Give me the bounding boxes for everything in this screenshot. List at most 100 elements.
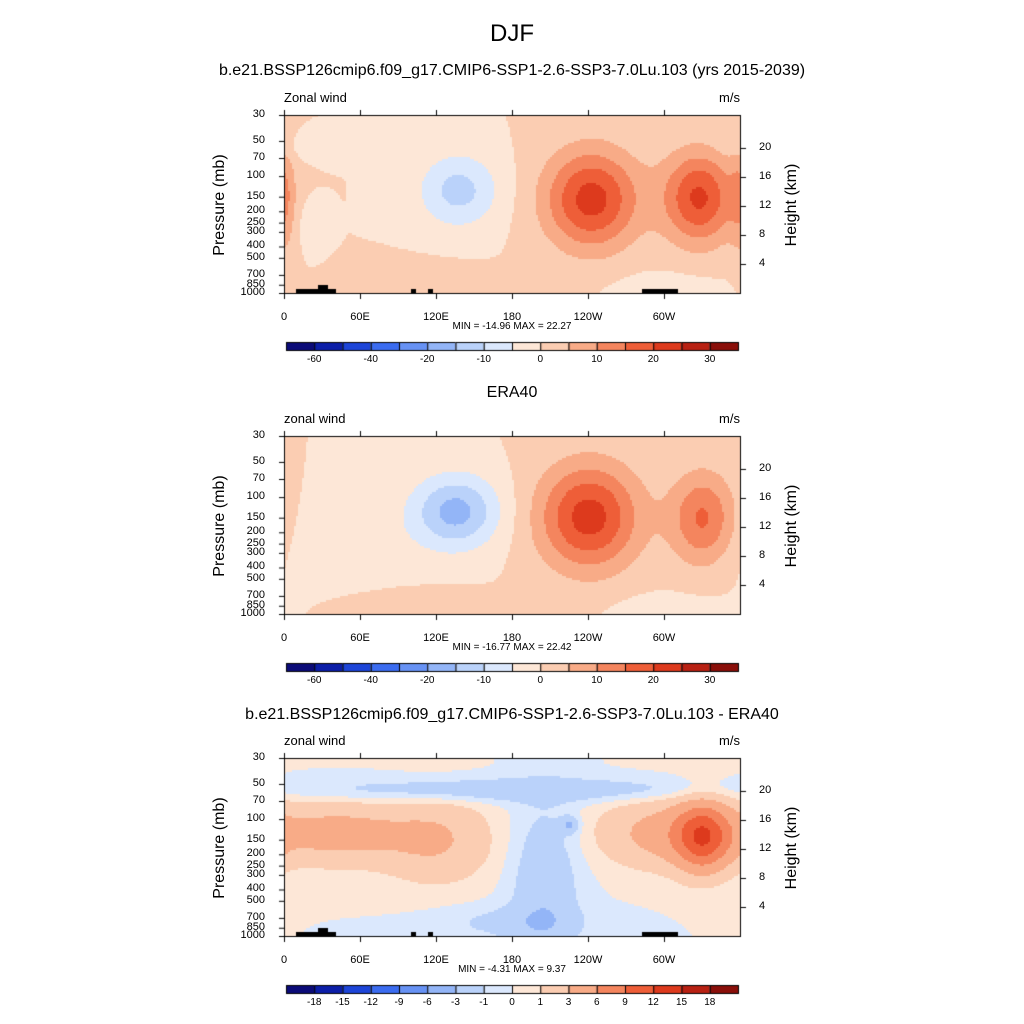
- y-tick-label: 500: [246, 250, 265, 263]
- x-tick-label: 60E: [350, 311, 370, 323]
- x-tick-label: 120W: [573, 311, 603, 323]
- variable-label: zonal wind: [284, 411, 346, 426]
- x-tick-label: 0: [280, 954, 288, 966]
- x-tick-label: 60W: [652, 954, 676, 966]
- colorbar-label: 9: [622, 997, 628, 1008]
- y2-tick-label: 8: [759, 548, 766, 561]
- x-tick-label: 120E: [423, 954, 449, 966]
- variable-label: Zonal wind: [284, 90, 347, 105]
- y-tick-label: 250: [246, 215, 265, 228]
- x-tick-label: 180: [502, 954, 522, 966]
- colorbar-label: -20: [420, 675, 435, 686]
- y-tick-label: 70: [252, 151, 265, 163]
- colorbar-label: -1: [479, 997, 489, 1008]
- y-tick-label: 200: [246, 525, 265, 538]
- y2-tick-label: 20: [759, 461, 772, 474]
- y-tick-label: 500: [246, 893, 265, 906]
- y-tick-label: 850: [246, 920, 265, 933]
- y-tick-label: 300: [246, 545, 265, 558]
- colorbar-label: 20: [647, 675, 659, 686]
- y-tick-label: 700: [246, 267, 265, 280]
- y2-axis-title: Height (km): [783, 163, 800, 247]
- y2-tick-label: 8: [759, 227, 766, 240]
- y2-axis-title: Height (km): [783, 806, 800, 890]
- y-tick-label: 300: [246, 867, 265, 880]
- y-tick-label: 150: [246, 832, 265, 845]
- x-tick-label: 60W: [652, 632, 676, 644]
- colorbar-label: -9: [394, 997, 404, 1008]
- y-tick-label: 250: [246, 858, 265, 871]
- x-tick-label: 60W: [652, 311, 676, 323]
- x-tick-label: 180: [502, 311, 522, 323]
- colorbar-label: 0: [537, 354, 544, 365]
- variable-label: zonal wind: [284, 733, 346, 748]
- colorbar-label: 3: [565, 997, 572, 1008]
- y2-tick-label: 16: [759, 812, 772, 825]
- min-max-label: MIN = -16.77 MAX = 22.42: [452, 642, 572, 653]
- y-tick-label: 300: [246, 224, 265, 237]
- x-tick-label: 120E: [423, 311, 449, 323]
- colorbar-label: 6: [593, 997, 600, 1008]
- y-tick-label: 400: [246, 239, 265, 252]
- colorbar-label: -12: [363, 997, 378, 1008]
- y-tick-label: 200: [246, 204, 265, 217]
- page-title: DJF: [490, 20, 534, 47]
- y-tick-label: 1000: [240, 607, 265, 619]
- y2-tick-label: 12: [759, 519, 772, 532]
- y-tick-label: 30: [252, 108, 265, 120]
- colorbar-label: 30: [704, 675, 716, 686]
- colorbar-label: 30: [704, 354, 716, 365]
- y-tick-label: 50: [252, 776, 265, 789]
- y-tick-label: 250: [246, 536, 265, 549]
- colorbar-label: 20: [647, 354, 659, 365]
- y-tick-label: 1000: [240, 286, 265, 298]
- colorbar-label: -60: [307, 354, 322, 365]
- y-tick-label: 100: [246, 169, 265, 182]
- colorbar-label: 12: [647, 997, 659, 1008]
- panel-title: b.e21.BSSP126cmip6.f09_g17.CMIP6-SSP1-2.…: [218, 62, 806, 79]
- y2-tick-label: 12: [759, 198, 772, 211]
- x-tick-label: 0: [280, 632, 288, 644]
- panel-title: ERA40: [486, 384, 538, 401]
- units-label: m/s: [719, 90, 740, 105]
- colorbar-label: 18: [704, 997, 716, 1008]
- y2-axis-title: Height (km): [783, 484, 800, 568]
- colorbar-label: -40: [363, 354, 378, 365]
- y-tick-label: 500: [246, 571, 265, 584]
- y-tick-label: 70: [252, 794, 265, 806]
- y-tick-label: 700: [246, 588, 265, 601]
- panel-title: b.e21.BSSP126cmip6.f09_g17.CMIP6-SSP1-2.…: [245, 706, 779, 723]
- y-tick-label: 150: [246, 189, 265, 202]
- colorbar-label: -10: [476, 354, 491, 365]
- x-tick-label: 60E: [350, 954, 370, 966]
- y-tick-label: 850: [246, 598, 265, 611]
- x-tick-label: 0: [280, 311, 288, 323]
- y2-tick-label: 12: [759, 841, 772, 854]
- x-tick-label: 180: [502, 632, 522, 644]
- min-max-label: MIN = -4.31 MAX = 9.37: [458, 964, 566, 975]
- x-tick-label: 120W: [573, 954, 603, 966]
- y-tick-label: 200: [246, 847, 265, 860]
- y2-tick-label: 4: [759, 899, 766, 912]
- y2-tick-label: 16: [759, 169, 772, 182]
- y-tick-label: 700: [246, 910, 265, 923]
- y2-tick-label: 8: [759, 870, 766, 883]
- y-tick-label: 400: [246, 882, 265, 895]
- colorbar-label: -10: [476, 675, 491, 686]
- y-tick-label: 100: [246, 812, 265, 825]
- y-tick-label: 30: [252, 751, 265, 763]
- colorbar-label: 10: [591, 675, 603, 686]
- y2-tick-label: 4: [759, 577, 766, 590]
- colorbar-label: 1: [537, 997, 544, 1008]
- y2-tick-label: 16: [759, 490, 772, 503]
- colorbar-label: -3: [451, 997, 460, 1008]
- y2-tick-label: 4: [759, 256, 766, 269]
- y-tick-label: 100: [246, 490, 265, 503]
- y-tick-label: 50: [252, 133, 265, 146]
- colorbar-label: -40: [363, 675, 378, 686]
- colorbar-label: -60: [307, 675, 322, 686]
- colorbar-label: 10: [591, 354, 603, 365]
- x-tick-label: 60E: [350, 632, 370, 644]
- y-tick-label: 50: [252, 454, 265, 467]
